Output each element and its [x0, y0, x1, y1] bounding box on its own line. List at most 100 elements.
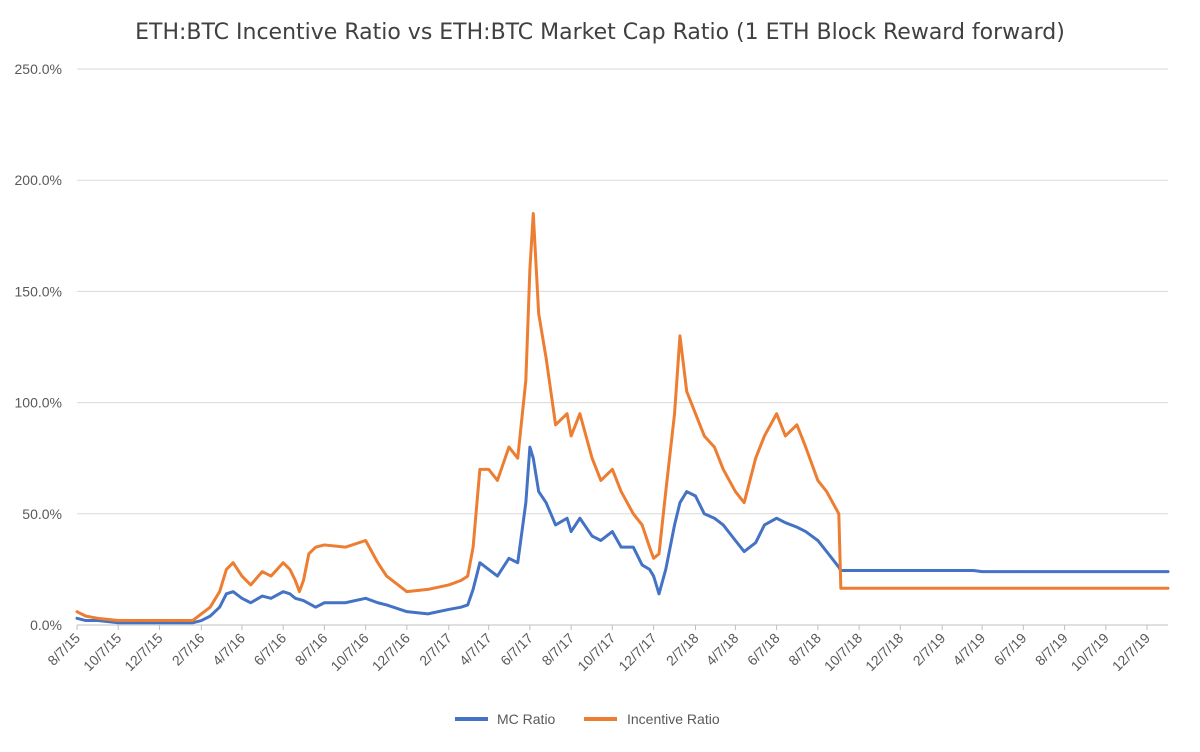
data-point-incentive-ratio — [980, 587, 984, 590]
x-tick-label: 12/7/17 — [615, 630, 659, 674]
data-point-incentive-ratio — [298, 590, 301, 593]
x-tick-label: 8/7/18 — [785, 630, 824, 669]
y-tick-label: 0.0% — [30, 617, 62, 633]
data-point-incentive-ratio — [249, 583, 252, 587]
x-tick-label: 6/7/18 — [744, 630, 783, 669]
data-point-mc-ratio — [1145, 570, 1149, 573]
y-tick-label: 100.0% — [15, 395, 62, 411]
x-tick-label: 4/7/19 — [949, 630, 988, 669]
data-point-incentive-ratio — [294, 579, 297, 582]
data-point-mc-ratio — [959, 569, 963, 572]
data-point-mc-ratio — [117, 621, 120, 624]
data-point-incentive-ratio — [496, 479, 499, 482]
data-point-mc-ratio — [269, 597, 273, 600]
x-tick-label: 8/7/17 — [538, 630, 577, 669]
data-point-mc-ratio — [775, 517, 778, 520]
data-point-incentive-ratio — [657, 552, 661, 556]
data-point-incentive-ratio — [96, 617, 100, 620]
data-point-incentive-ratio — [713, 445, 716, 449]
data-point-incentive-ratio — [816, 479, 820, 482]
x-tick-label: 6/7/19 — [991, 630, 1030, 669]
data-point-mc-ratio — [302, 599, 305, 602]
data-point-incentive-ratio — [839, 587, 843, 590]
x-tick-label: 12/7/18 — [862, 630, 906, 674]
data-point-mc-ratio — [640, 563, 644, 567]
x-tick-label: 2/7/18 — [663, 630, 702, 669]
legend-label-mc-ratio: MC Ratio — [497, 711, 556, 727]
x-tick-label: 10/7/15 — [80, 630, 124, 674]
data-point-mc-ratio — [323, 601, 326, 604]
data-point-incentive-ratio — [795, 423, 799, 427]
data-point-mc-ratio — [599, 539, 603, 542]
data-point-incentive-ratio — [1145, 587, 1149, 590]
data-point-incentive-ratio — [1063, 587, 1066, 590]
data-point-incentive-ratio — [619, 490, 623, 493]
y-tick-label: 150.0% — [15, 283, 62, 299]
x-tick-label: 10/7/17 — [574, 630, 618, 674]
data-point-mc-ratio — [137, 621, 141, 624]
data-point-incentive-ratio — [763, 434, 766, 438]
data-point-mc-ratio — [231, 590, 235, 593]
data-point-incentive-ratio — [364, 539, 367, 542]
data-point-mc-ratio — [544, 501, 548, 504]
data-point-mc-ratio — [1166, 570, 1170, 573]
data-point-incentive-ratio — [487, 468, 490, 471]
data-point-incentive-ratio — [941, 587, 944, 590]
data-point-incentive-ratio — [528, 267, 532, 271]
data-point-mc-ratio — [742, 550, 746, 553]
data-point-mc-ratio — [1022, 570, 1025, 573]
data-point-incentive-ratio — [269, 574, 273, 578]
data-point-incentive-ratio — [240, 574, 244, 578]
x-tick-label: 8/7/15 — [44, 630, 83, 669]
data-point-incentive-ratio — [544, 356, 548, 360]
data-point-incentive-ratio — [281, 561, 285, 564]
data-point-mc-ratio — [703, 512, 706, 515]
data-point-incentive-ratio — [1104, 587, 1108, 590]
y-tick-label: 50.0% — [22, 506, 62, 522]
data-point-mc-ratio — [632, 545, 635, 549]
data-point-incentive-ratio — [75, 610, 79, 613]
data-point-mc-ratio — [1104, 570, 1108, 573]
x-tick-label: 6/7/16 — [250, 630, 289, 669]
gridlines — [77, 68, 1168, 515]
data-point-mc-ratio — [218, 606, 221, 609]
x-tick-label: 4/7/16 — [209, 630, 248, 669]
x-tick-label: 8/7/19 — [1032, 630, 1071, 669]
data-point-incentive-ratio — [84, 614, 87, 618]
data-point-mc-ratio — [507, 557, 511, 560]
data-point-mc-ratio — [281, 590, 285, 593]
x-tick-label: 10/7/19 — [1068, 630, 1112, 674]
x-tick-label: 2/7/16 — [169, 630, 208, 669]
data-point-incentive-ratio — [673, 412, 676, 415]
data-point-mc-ratio — [825, 550, 828, 553]
x-tick-label: 8/7/16 — [292, 630, 331, 669]
data-point-mc-ratio — [96, 619, 100, 622]
data-point-incentive-ratio — [554, 423, 557, 427]
data-point-mc-ratio — [364, 597, 367, 600]
legend: MC Ratio Incentive Ratio — [455, 711, 720, 727]
data-point-incentive-ratio — [466, 574, 469, 578]
data-point-incentive-ratio — [640, 523, 644, 527]
data-point-incentive-ratio — [179, 619, 182, 622]
data-point-mc-ratio — [528, 445, 532, 449]
data-point-incentive-ratio — [288, 568, 292, 571]
x-tick-label: 12/7/16 — [369, 630, 413, 674]
data-point-mc-ratio — [200, 619, 203, 622]
plot-area — [75, 212, 1170, 625]
data-point-incentive-ratio — [742, 501, 746, 504]
data-point-incentive-ratio — [200, 612, 203, 616]
data-point-incentive-ratio — [804, 445, 807, 449]
data-point-mc-ratio — [734, 539, 737, 542]
data-point-incentive-ratio — [218, 590, 221, 593]
data-point-mc-ratio — [496, 574, 499, 578]
data-point-incentive-ratio — [722, 468, 725, 471]
data-point-incentive-ratio — [652, 557, 655, 560]
x-tick-label: 2/7/17 — [416, 630, 455, 669]
data-point-incentive-ratio — [426, 588, 430, 591]
data-point-incentive-ratio — [694, 412, 697, 415]
data-point-incentive-ratio — [261, 570, 264, 573]
data-point-incentive-ratio — [459, 579, 463, 582]
data-point-mc-ratio — [578, 517, 582, 520]
